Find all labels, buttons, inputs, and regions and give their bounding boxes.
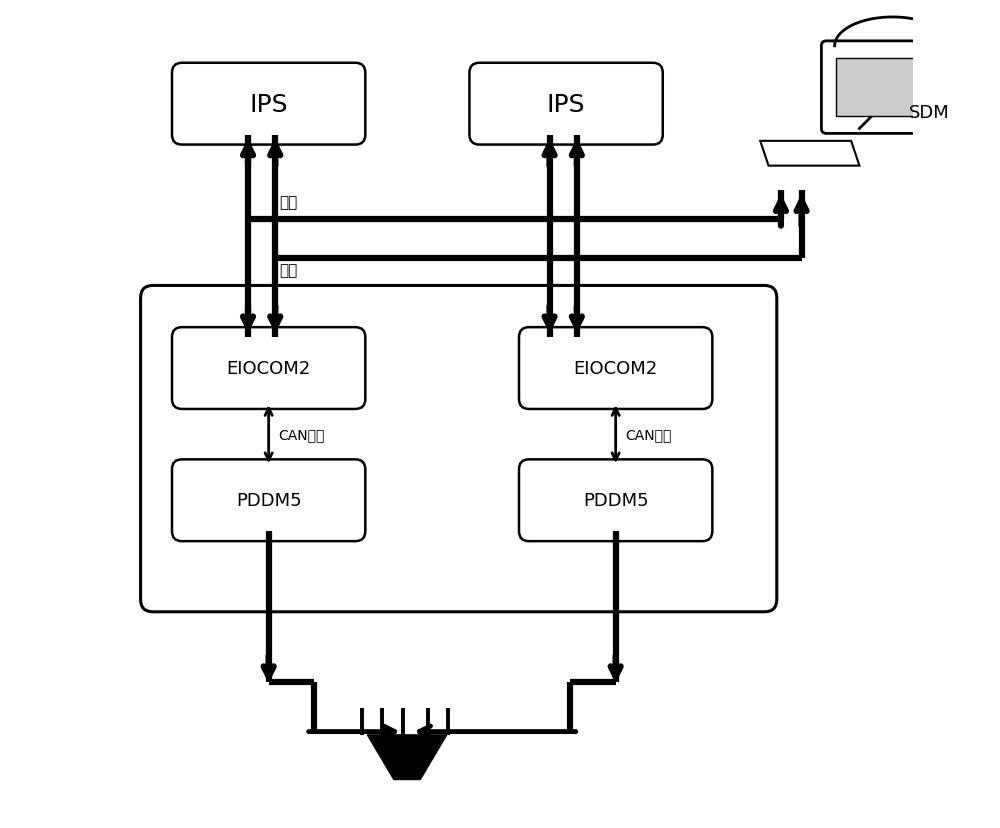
Text: PDDM5: PDDM5 (236, 492, 301, 510)
FancyBboxPatch shape (519, 328, 712, 410)
Text: PDDM5: PDDM5 (583, 492, 648, 510)
FancyBboxPatch shape (172, 64, 365, 146)
Text: EIOCOM2: EIOCOM2 (227, 359, 311, 378)
Text: SDM: SDM (909, 104, 950, 122)
Text: IPS: IPS (249, 93, 288, 117)
Polygon shape (760, 142, 859, 166)
Text: IPS: IPS (547, 93, 585, 117)
Polygon shape (367, 735, 447, 780)
Text: CAN通信: CAN通信 (279, 427, 325, 441)
FancyBboxPatch shape (172, 328, 365, 410)
FancyBboxPatch shape (836, 59, 916, 117)
Text: EIOCOM2: EIOCOM2 (574, 359, 658, 378)
Text: CAN通信: CAN通信 (626, 427, 672, 441)
FancyBboxPatch shape (519, 460, 712, 542)
Text: 蓝网: 蓝网 (279, 195, 298, 210)
FancyBboxPatch shape (172, 460, 365, 542)
FancyBboxPatch shape (821, 42, 930, 134)
FancyBboxPatch shape (469, 64, 663, 146)
FancyBboxPatch shape (141, 286, 777, 612)
Text: 红网: 红网 (279, 263, 298, 278)
